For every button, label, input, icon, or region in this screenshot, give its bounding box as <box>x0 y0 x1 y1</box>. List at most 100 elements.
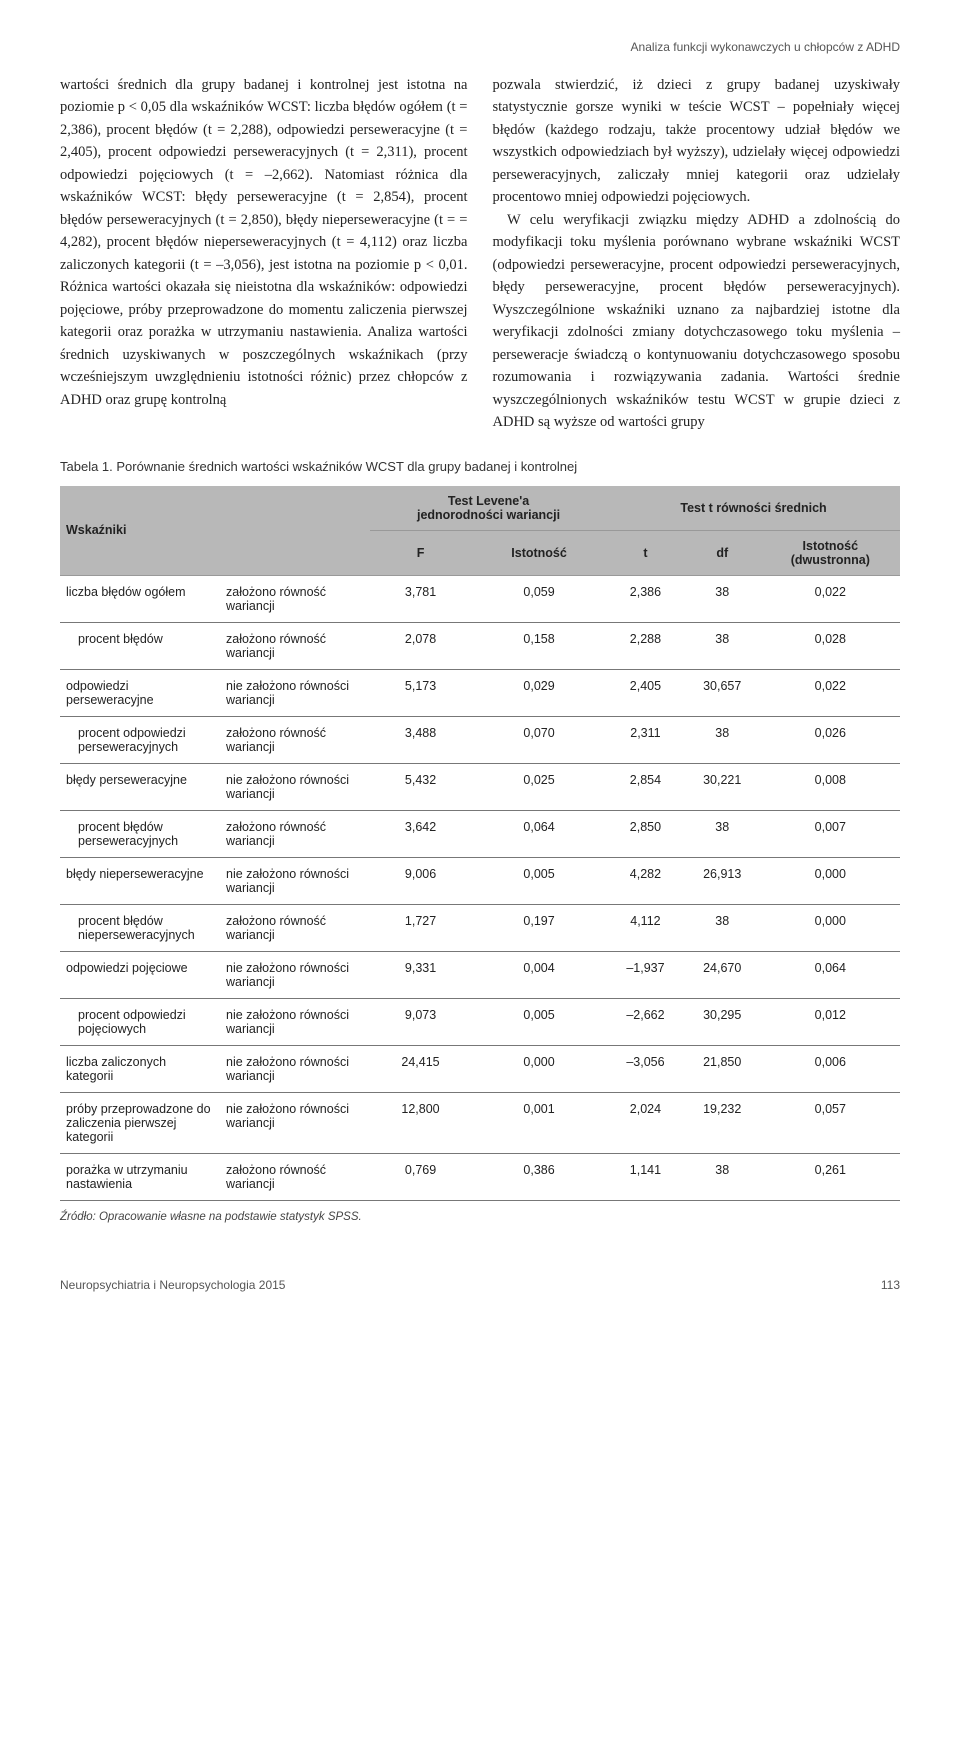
cell-assump: nie założono równości wariancji <box>220 951 370 998</box>
th-levene-group: Test Levene'a jednorodności wariancji <box>370 486 607 531</box>
cell-sig2: 0,012 <box>761 998 900 1045</box>
cell-assump: nie założono równości wariancji <box>220 763 370 810</box>
cell-assump: nie założono równości wariancji <box>220 857 370 904</box>
cell-assump: nie założono równości wariancji <box>220 998 370 1045</box>
cell-df: 30,295 <box>684 998 761 1045</box>
table-row: odpowiedzi pojęciowenie założono równośc… <box>60 951 900 998</box>
cell-name: porażka w utrzymaniu nastawienia <box>60 1153 220 1200</box>
cell-df: 38 <box>684 575 761 622</box>
cell-sig: 0,064 <box>471 810 607 857</box>
page-footer: Neuropsychiatria i Neuropsychologia 2015… <box>60 1278 900 1292</box>
cell-sig2: 0,057 <box>761 1092 900 1153</box>
cell-t: 2,850 <box>607 810 684 857</box>
cell-assump: nie założono równości wariancji <box>220 1045 370 1092</box>
cell-df: 26,913 <box>684 857 761 904</box>
cell-F: 3,781 <box>370 575 471 622</box>
th-sig2: Istotność (dwustronna) <box>761 530 900 575</box>
cell-F: 9,006 <box>370 857 471 904</box>
cell-F: 12,800 <box>370 1092 471 1153</box>
cell-sig2: 0,000 <box>761 857 900 904</box>
table-head: Wskaźniki Test Levene'a jednorodności wa… <box>60 486 900 576</box>
cell-sig: 0,005 <box>471 857 607 904</box>
table-caption: Tabela 1. Porównanie średnich wartości w… <box>60 459 900 474</box>
cell-df: 24,670 <box>684 951 761 998</box>
cell-t: –3,056 <box>607 1045 684 1092</box>
cell-F: 3,488 <box>370 716 471 763</box>
cell-df: 30,221 <box>684 763 761 810</box>
cell-t: 2,311 <box>607 716 684 763</box>
cell-name: procent błędów perseweracyjnych <box>60 810 220 857</box>
cell-name: procent odpowiedzi perseweracyjnych <box>60 716 220 763</box>
cell-sig: 0,070 <box>471 716 607 763</box>
cell-name: procent odpowiedzi pojęciowych <box>60 998 220 1045</box>
th-df: df <box>684 530 761 575</box>
cell-sig2: 0,022 <box>761 575 900 622</box>
cell-sig2: 0,028 <box>761 622 900 669</box>
right-column: pozwala stwierdzić, iż dzieci z grupy ba… <box>493 74 901 434</box>
cell-F: 9,073 <box>370 998 471 1045</box>
cell-sig: 0,059 <box>471 575 607 622</box>
running-head: Analiza funkcji wykonawczych u chłopców … <box>60 40 900 54</box>
cell-name: błędy nieperseweracyjne <box>60 857 220 904</box>
cell-sig2: 0,008 <box>761 763 900 810</box>
cell-df: 38 <box>684 810 761 857</box>
cell-sig: 0,001 <box>471 1092 607 1153</box>
cell-t: 4,112 <box>607 904 684 951</box>
cell-df: 30,657 <box>684 669 761 716</box>
cell-t: 2,386 <box>607 575 684 622</box>
table-row: liczba zaliczonych kategoriinie założono… <box>60 1045 900 1092</box>
cell-sig: 0,386 <box>471 1153 607 1200</box>
table-body: liczba błędów ogółemzałożono równość war… <box>60 575 900 1200</box>
cell-name: błędy perseweracyjne <box>60 763 220 810</box>
cell-name: odpowiedzi perseweracyjne <box>60 669 220 716</box>
cell-assump: założono równość wariancji <box>220 810 370 857</box>
table-row: porażka w utrzymaniu nastawieniazałożono… <box>60 1153 900 1200</box>
cell-name: procent błędów <box>60 622 220 669</box>
cell-df: 38 <box>684 622 761 669</box>
cell-F: 5,173 <box>370 669 471 716</box>
cell-assump: założono równość wariancji <box>220 1153 370 1200</box>
cell-sig: 0,000 <box>471 1045 607 1092</box>
left-column: wartości średnich dla grupy badanej i ko… <box>60 74 468 434</box>
th-sig: Istotność <box>471 530 607 575</box>
th-t: t <box>607 530 684 575</box>
cell-sig2: 0,026 <box>761 716 900 763</box>
table-row: procent odpowiedzi pojęciowychnie założo… <box>60 998 900 1045</box>
cell-assump: nie założono równości wariancji <box>220 1092 370 1153</box>
cell-t: –1,937 <box>607 951 684 998</box>
cell-assump: założono równość wariancji <box>220 904 370 951</box>
cell-F: 1,727 <box>370 904 471 951</box>
cell-sig2: 0,261 <box>761 1153 900 1200</box>
cell-name: próby przeprowadzone do zaliczenia pierw… <box>60 1092 220 1153</box>
cell-sig2: 0,007 <box>761 810 900 857</box>
footer-page: 113 <box>881 1278 900 1292</box>
table-row: procent błędówzałożono równość wariancji… <box>60 622 900 669</box>
cell-sig: 0,158 <box>471 622 607 669</box>
th-ttest-group: Test t równości średnich <box>607 486 900 531</box>
cell-sig: 0,005 <box>471 998 607 1045</box>
body-columns: wartości średnich dla grupy badanej i ko… <box>60 74 900 434</box>
cell-t: 2,024 <box>607 1092 684 1153</box>
cell-sig: 0,025 <box>471 763 607 810</box>
table-row: błędy nieperseweracyjnenie założono równ… <box>60 857 900 904</box>
cell-F: 24,415 <box>370 1045 471 1092</box>
th-indicator: Wskaźniki <box>60 486 370 576</box>
cell-t: 2,854 <box>607 763 684 810</box>
wcst-table: Wskaźniki Test Levene'a jednorodności wa… <box>60 486 900 1201</box>
table-row: błędy perseweracyjnenie założono równośc… <box>60 763 900 810</box>
cell-sig2: 0,022 <box>761 669 900 716</box>
cell-t: 4,282 <box>607 857 684 904</box>
cell-df: 21,850 <box>684 1045 761 1092</box>
th-F: F <box>370 530 471 575</box>
cell-F: 5,432 <box>370 763 471 810</box>
cell-assump: nie założono równości wariancji <box>220 669 370 716</box>
cell-df: 19,232 <box>684 1092 761 1153</box>
cell-name: odpowiedzi pojęciowe <box>60 951 220 998</box>
cell-sig2: 0,064 <box>761 951 900 998</box>
cell-name: liczba zaliczonych kategorii <box>60 1045 220 1092</box>
cell-t: 1,141 <box>607 1153 684 1200</box>
cell-sig2: 0,000 <box>761 904 900 951</box>
cell-df: 38 <box>684 716 761 763</box>
cell-sig2: 0,006 <box>761 1045 900 1092</box>
cell-t: 2,405 <box>607 669 684 716</box>
